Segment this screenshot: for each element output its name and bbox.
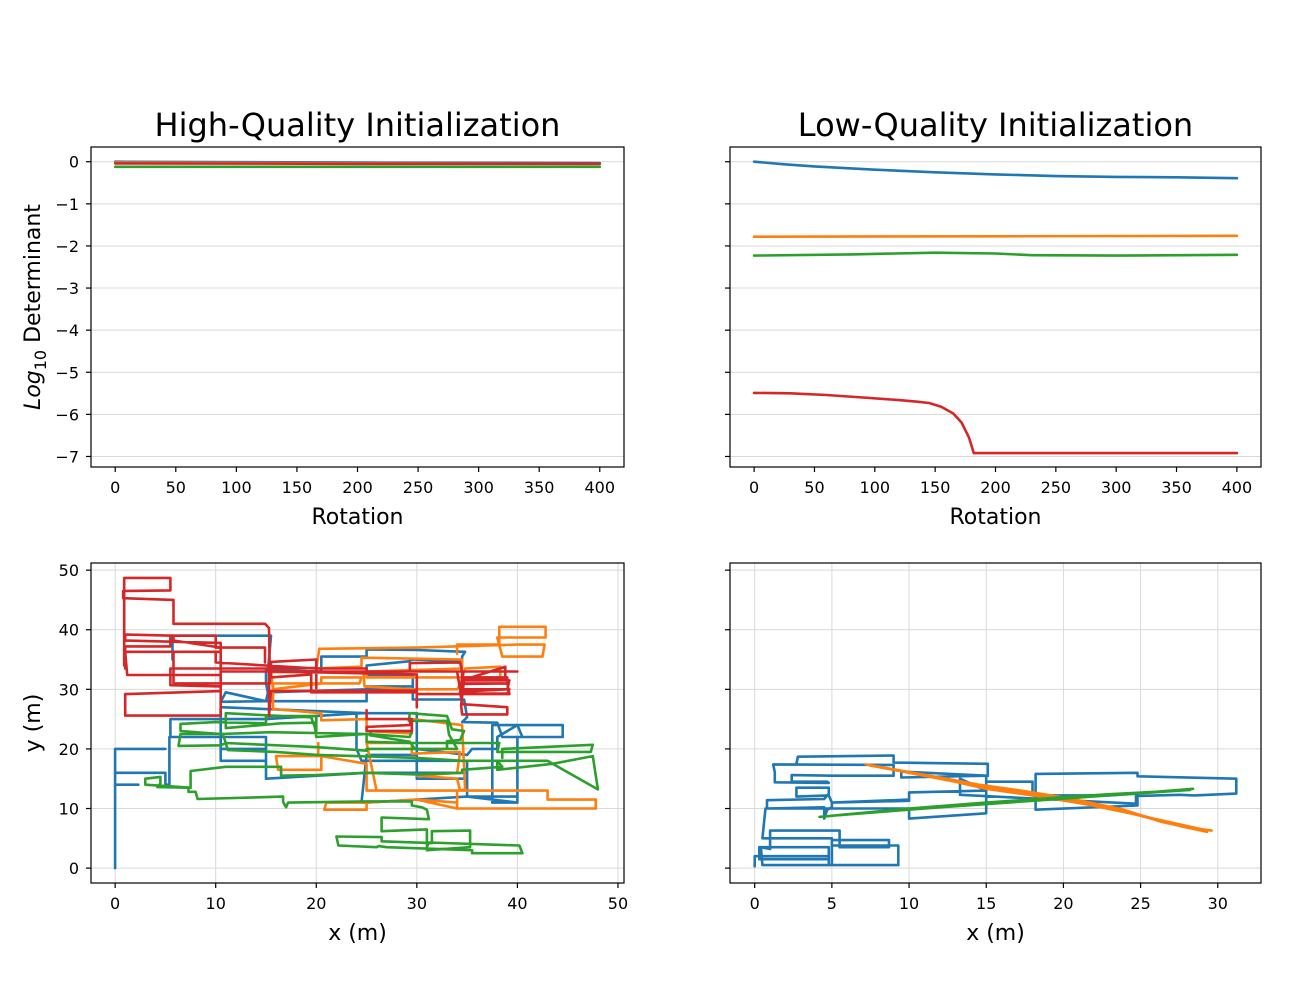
- series-group: [113, 160, 602, 169]
- chart-title: Low-Quality Initialization: [798, 106, 1193, 144]
- series-line: [753, 770, 1238, 868]
- x-tick-label: 20: [1053, 894, 1073, 913]
- x-tick-label: 30: [407, 894, 427, 913]
- y-tick-label: 10: [59, 800, 79, 819]
- x-tick-label: 150: [920, 478, 951, 497]
- x-tick-label: 50: [608, 894, 628, 913]
- y-tick-label: −6: [55, 405, 79, 424]
- chart-title: High-Quality Initialization: [155, 106, 561, 144]
- x-tick-label: 50: [804, 478, 824, 497]
- x-tick-label: 400: [584, 478, 615, 497]
- x-tick-label: 300: [1101, 478, 1132, 497]
- x-axis-label: Rotation: [949, 505, 1041, 530]
- x-tick-label: 200: [980, 478, 1011, 497]
- x-tick-label: 5: [827, 894, 837, 913]
- y-tick-label: −5: [55, 363, 79, 382]
- x-tick-label: 0: [749, 478, 759, 497]
- x-tick-label: 150: [282, 478, 313, 497]
- x-tick-label: 10: [206, 894, 226, 913]
- series-line: [771, 763, 895, 785]
- y-tick-label: −3: [55, 279, 79, 298]
- y-axis-label: Log10 Determinant: [21, 204, 50, 410]
- x-tick-label: 400: [1222, 478, 1253, 497]
- x-tick-label: 0: [110, 894, 120, 913]
- series-group: [752, 160, 1239, 455]
- y-tick-label: 0: [69, 859, 79, 878]
- series-line: [838, 788, 1192, 817]
- x-tick-label: 250: [403, 478, 434, 497]
- y-tick-label: 20: [59, 740, 79, 759]
- x-tick-label: 15: [976, 894, 996, 913]
- panel-hq-det: 0 50 100 150 200 250 300 350 400 0 −1 −2 −3 −4 −5 −6 −7 H…: [21, 106, 625, 530]
- x-tick-label: 30: [1208, 894, 1228, 913]
- x-axis-label: x (m): [328, 921, 387, 946]
- series-group: [753, 754, 1238, 868]
- x-tick-label: 100: [221, 478, 252, 497]
- x-tick-label: 0: [750, 894, 760, 913]
- panel-lq-traj: 0 5 10 15 20 25 30 x (m): [725, 562, 1262, 946]
- x-tick-label: 20: [306, 894, 326, 913]
- series-line: [121, 576, 519, 718]
- series-group: [113, 576, 600, 870]
- x-axis-label: Rotation: [311, 505, 403, 530]
- series-line: [795, 754, 990, 777]
- y-tick-label: 50: [59, 561, 79, 580]
- x-tick-label: 100: [860, 478, 891, 497]
- series-line: [752, 160, 1239, 180]
- y-tick-label: 30: [59, 680, 79, 699]
- series-line: [752, 234, 1239, 238]
- series-line: [144, 711, 600, 855]
- series-line: [752, 251, 1239, 257]
- axes-frame: [90, 562, 625, 884]
- x-tick-label: 300: [463, 478, 494, 497]
- series-line: [123, 634, 267, 670]
- x-tick-label: 200: [342, 478, 373, 497]
- x-tick-label: 40: [507, 894, 527, 913]
- x-tick-label: 50: [166, 478, 186, 497]
- x-tick-label: 350: [1161, 478, 1192, 497]
- y-tick-label: −2: [55, 237, 79, 256]
- y-tick-label: 40: [59, 621, 79, 640]
- axes-frame: [90, 146, 625, 468]
- y-tick-label: −1: [55, 195, 79, 214]
- x-tick-label: 350: [524, 478, 555, 497]
- axes-frame: [729, 146, 1262, 468]
- x-tick-label: 0: [110, 478, 120, 497]
- x-tick-label: 10: [899, 894, 919, 913]
- series-line: [365, 708, 414, 733]
- series-line: [869, 764, 1204, 831]
- series-line: [269, 625, 598, 811]
- y-tick-label: −7: [55, 447, 79, 466]
- x-axis-label: x (m): [966, 921, 1025, 946]
- y-tick-label: 0: [69, 153, 79, 172]
- panel-hq-traj: 0 10 20 30 40 50 0 10 20 30 40 50 x (m) y (m): [21, 561, 628, 946]
- axes-frame: [729, 562, 1262, 884]
- x-tick-label: 250: [1041, 478, 1072, 497]
- x-tick-label: 25: [1130, 894, 1150, 913]
- y-axis-label: y (m): [21, 694, 46, 753]
- y-tick-label: −4: [55, 321, 79, 340]
- panel-lq-det: 0 50 100 150 200 250 300 350 400 Low-Quality Init…: [725, 106, 1262, 530]
- series-line: [752, 391, 1239, 455]
